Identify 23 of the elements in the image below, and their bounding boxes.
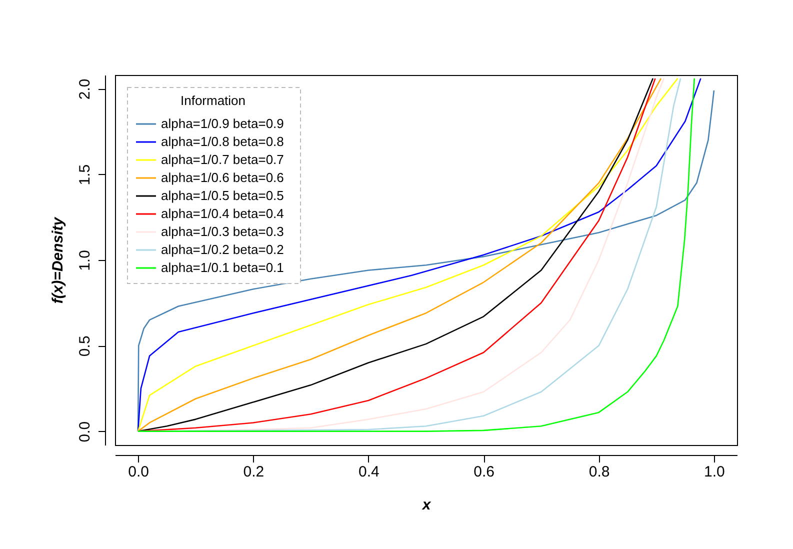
legend-label: alpha=1/0.3 beta=0.3 xyxy=(161,224,284,239)
legend-label: alpha=1/0.4 beta=0.4 xyxy=(161,206,284,221)
x-tick-label: 0.0 xyxy=(128,464,149,480)
legend-label: alpha=1/0.7 beta=0.7 xyxy=(161,152,284,167)
legend-label: alpha=1/0.8 beta=0.8 xyxy=(161,134,284,149)
x-tick-label: 0.2 xyxy=(243,464,264,480)
x-tick-label: 0.6 xyxy=(474,464,495,480)
legend-label: alpha=1/0.6 beta=0.6 xyxy=(161,170,284,185)
y-tick-label: 0.0 xyxy=(76,421,94,442)
legend-title: Information xyxy=(180,93,246,108)
x-tick-label: 1.0 xyxy=(704,464,725,480)
y-axis-title: f(x)=Density xyxy=(50,216,66,304)
y-tick-label: 1.5 xyxy=(76,164,94,186)
legend-label: alpha=1/0.1 beta=0.1 xyxy=(161,260,284,275)
x-tick-label: 0.8 xyxy=(588,464,610,480)
x-tick-label: 0.4 xyxy=(358,464,380,480)
y-tick-label: 0.5 xyxy=(76,336,94,357)
x-axis-title: x xyxy=(421,496,432,514)
legend-label: alpha=1/0.2 beta=0.2 xyxy=(161,242,284,257)
legend-label: alpha=1/0.5 beta=0.5 xyxy=(161,188,284,203)
legend-label: alpha=1/0.9 beta=0.9 xyxy=(161,116,284,131)
y-tick-label: 1.0 xyxy=(76,250,94,271)
y-tick-label: 2.0 xyxy=(76,78,94,100)
